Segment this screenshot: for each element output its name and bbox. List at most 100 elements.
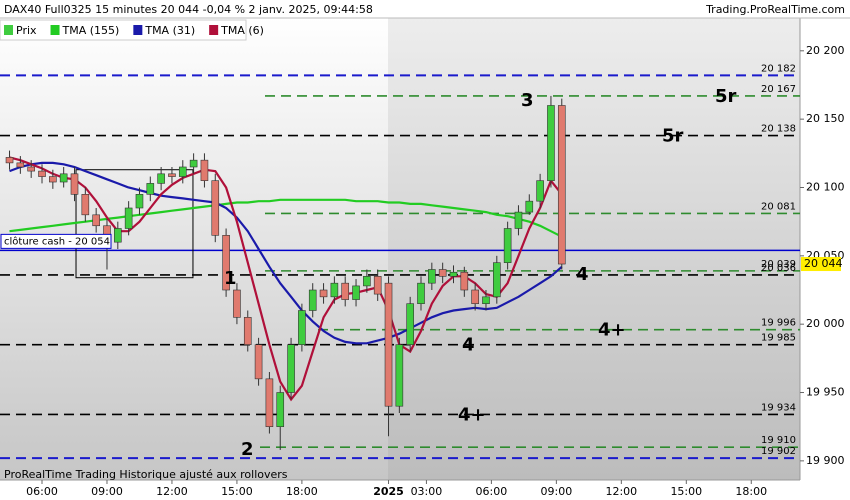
y-tick-label: 19 900: [806, 454, 845, 467]
candle-body: [243, 317, 252, 345]
ma-line: [9, 156, 563, 402]
candle-body: [547, 105, 555, 181]
plot-bg-2025: [388, 18, 800, 480]
candle-body: [254, 344, 263, 380]
level-label: 19 910: [761, 435, 796, 446]
candle-body: [200, 159, 209, 181]
annotation: 2: [241, 439, 254, 460]
x-tick-label: 15:00: [221, 485, 253, 498]
level-tag: 5r: [715, 86, 737, 107]
legend-label: Prix: [16, 24, 37, 37]
legend-bg: [0, 19, 247, 41]
candle-body: [525, 200, 534, 213]
candle-body: [70, 173, 79, 195]
level-label: 20 138: [761, 124, 796, 135]
plot: [0, 74, 800, 460]
candle-body: [157, 173, 165, 184]
candle-body: [384, 282, 393, 407]
candle-body: [460, 271, 469, 291]
y-tick-label: 20 200: [806, 44, 845, 57]
candle-body: [59, 173, 68, 183]
candle-body: [373, 276, 382, 295]
candle-body: [114, 228, 122, 243]
candle-body: [135, 194, 144, 209]
candle-body: [168, 173, 176, 177]
candle-body: [49, 176, 57, 183]
y-tick-label: 20 100: [806, 180, 845, 193]
candle-body: [503, 228, 512, 263]
ma-line: [9, 161, 563, 345]
level-label: 19 996: [761, 318, 796, 329]
level-tag: 4+: [458, 404, 486, 425]
candle-body: [265, 378, 274, 427]
x-tick-label: 18:00: [286, 485, 318, 498]
level-label: 19 934: [761, 402, 796, 413]
candle-body: [536, 180, 544, 202]
overlay: DAX40 Full0325 15 minutes 20 044 -0,04 %…: [0, 3, 845, 481]
x-tick-label: 06:00: [476, 485, 508, 498]
level-label: 20 167: [761, 84, 796, 95]
x-tick-label: 12:00: [605, 485, 637, 498]
y-tick-label: 20 000: [806, 317, 845, 330]
x-tick-label: 06:00: [26, 485, 58, 498]
candle-body: [493, 262, 501, 298]
candle-body: [92, 214, 100, 227]
cash-close-box: [0, 233, 112, 249]
legend-label: TMA (6): [220, 24, 264, 37]
cash-close-label: clôture cash - 20 054: [4, 235, 110, 247]
last-price-box: [801, 257, 841, 272]
last-price-label: 20 044: [804, 257, 843, 270]
x-tick-label: 03:00: [411, 485, 443, 498]
level-label: 20 182: [761, 63, 796, 74]
legend: Prix TMA (155) TMA (31) TMA (6): [0, 19, 264, 41]
x-tick-label: 09:00: [541, 485, 573, 498]
legend-label: TMA (31): [144, 24, 195, 37]
x-tick-label: 2025: [373, 485, 404, 498]
legend-swatch: [50, 25, 60, 35]
candle-body: [211, 180, 220, 236]
candle-body: [276, 392, 285, 427]
candle-body: [330, 282, 339, 298]
candle-body: [27, 166, 35, 172]
y-tick-label: 19 950: [806, 386, 845, 399]
candle-body: [319, 289, 328, 298]
candle-body: [124, 207, 133, 229]
legend-label: TMA (155): [62, 24, 120, 37]
candle-body: [395, 344, 404, 407]
legend-swatch: [133, 25, 143, 35]
candle-body: [189, 159, 198, 168]
footer: ProRealTime Trading Historique ajusté au…: [4, 468, 288, 481]
candle-body: [5, 157, 14, 164]
candle-body: [352, 285, 360, 300]
y-tick-label: 20 150: [806, 112, 845, 125]
candle-body: [341, 282, 350, 300]
candle-body: [363, 276, 371, 287]
candle-body: [146, 183, 155, 195]
source: Trading.ProRealTime.com: [705, 3, 845, 16]
candle-body: [308, 289, 317, 311]
legend-swatch: [4, 25, 13, 35]
level-label: 20 081: [761, 201, 796, 212]
candle-body: [417, 282, 425, 304]
candle-body: [298, 310, 306, 345]
candle-body: [557, 105, 566, 265]
level-label: 20 039: [761, 259, 796, 270]
candle-body: [81, 194, 90, 216]
level-tag: 4+: [598, 320, 626, 341]
x-tick-label: 18:00: [735, 485, 767, 498]
title: DAX40 Full0325 15 minutes 20 044 -0,04 %…: [4, 3, 373, 16]
x-tick-label: 09:00: [91, 485, 123, 498]
candle-body: [406, 303, 414, 345]
candle-body: [428, 269, 436, 284]
x-tick-label: 15:00: [670, 485, 702, 498]
legend-swatch: [209, 25, 219, 35]
annotation: 1: [224, 268, 237, 289]
candle-body: [287, 344, 295, 393]
candle-body: [38, 170, 46, 177]
candle-body: [16, 162, 25, 168]
candle-body: [449, 271, 458, 277]
annotation: 3: [521, 90, 534, 111]
level-label: 20 036: [761, 263, 796, 274]
